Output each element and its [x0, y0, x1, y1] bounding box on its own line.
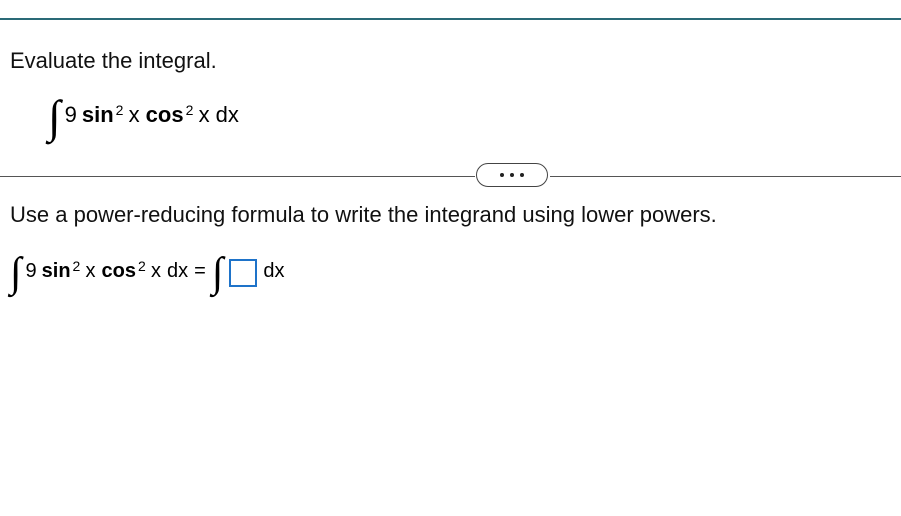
ellipsis-icon: [500, 173, 524, 177]
integral-sign: ∫: [48, 94, 61, 140]
topbar: [0, 0, 901, 20]
cos-exp-lhs: 2: [138, 258, 146, 274]
sin-fn: sin: [82, 102, 114, 128]
coefficient-lhs: 9: [26, 260, 37, 283]
integral-display: ∫ 9 sin 2 x cos 2 x dx: [10, 78, 901, 158]
integral-sign-rhs: ∫: [212, 252, 224, 294]
sin-exp: 2: [116, 102, 124, 118]
divider-line-right: [550, 176, 901, 177]
cos-fn: cos: [146, 102, 184, 128]
integral-sign-lhs: ∫: [10, 252, 22, 294]
cos-var: x: [199, 102, 210, 128]
expand-button[interactable]: [476, 163, 548, 187]
question-prompt: Evaluate the integral.: [10, 20, 901, 78]
answer-equation: ∫ 9 sin 2 x cos 2 x dx = ∫ dx: [10, 246, 901, 292]
integral-expression: ∫ 9 sin 2 x cos 2 x dx: [48, 92, 239, 138]
sin-fn-lhs: sin: [42, 260, 71, 283]
cos-fn-lhs: cos: [102, 260, 136, 283]
equals-sign: =: [194, 260, 206, 283]
divider-line-left: [0, 176, 475, 177]
sin-var-lhs: x: [86, 260, 96, 283]
answer-input[interactable]: [229, 259, 257, 287]
step-instruction: Use a power-reducing formula to write th…: [10, 188, 901, 246]
coefficient: 9: [65, 102, 77, 128]
sin-var: x: [129, 102, 140, 128]
cos-var-lhs: x: [151, 260, 161, 283]
question-content: Evaluate the integral. ∫ 9 sin 2 x cos 2…: [10, 20, 901, 292]
equation-lhs: ∫ 9 sin 2 x cos 2 x dx = ∫ dx: [10, 250, 284, 292]
differential-lhs: dx: [167, 260, 188, 283]
differential: dx: [216, 102, 239, 128]
differential-rhs: dx: [263, 260, 284, 283]
sin-exp-lhs: 2: [73, 258, 81, 274]
cos-exp: 2: [186, 102, 194, 118]
